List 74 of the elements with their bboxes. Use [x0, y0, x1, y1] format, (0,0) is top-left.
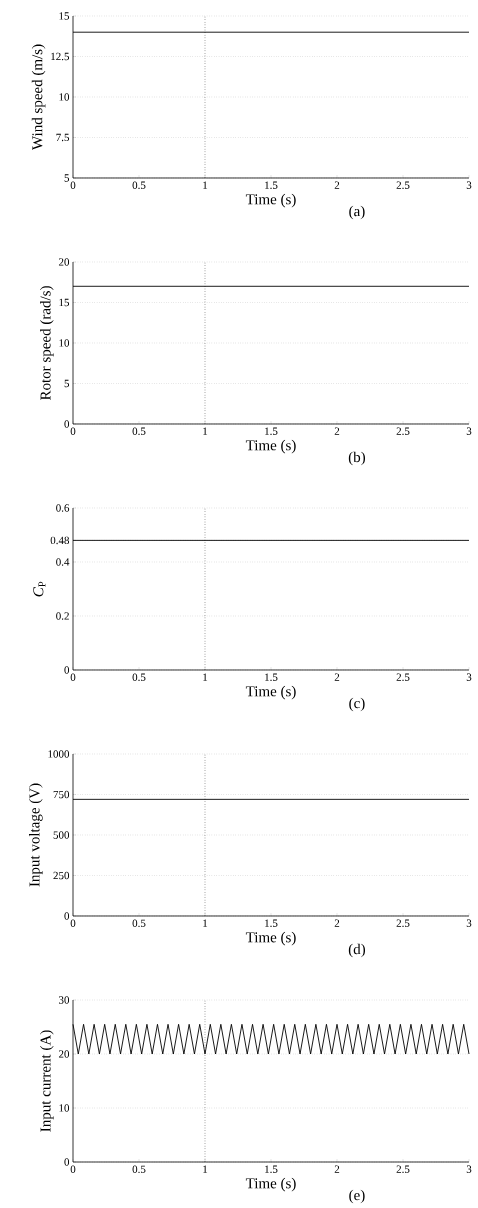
- y-tick-label: 1000: [48, 750, 70, 758]
- y-tick-label: 15: [59, 298, 70, 307]
- text: (d): [348, 943, 366, 958]
- y-tick-label: 10: [59, 1104, 70, 1112]
- text: (e): [349, 1189, 365, 1204]
- y-axis-title: Input voltage (V): [29, 783, 43, 887]
- x-tick-label: 2: [334, 427, 340, 435]
- y-tick-label: 12.5: [51, 52, 70, 61]
- y-tick-label: 5: [64, 379, 70, 388]
- x-tick-label: 2: [334, 919, 340, 927]
- x-tick-label: 1.5: [265, 181, 278, 189]
- y-tick-label: 20: [58, 258, 70, 266]
- y-axis-title: Rotor speed (rad/s): [40, 286, 54, 401]
- y-axis-title: Input current (A): [40, 1030, 54, 1132]
- y-tick-label: 0: [64, 912, 70, 920]
- x-tick-label: 0.5: [132, 1165, 146, 1173]
- x-tick-label: 0.5: [132, 919, 146, 927]
- x-tick-label: 3: [466, 919, 472, 927]
- y-tick-label: 30: [59, 996, 70, 1004]
- x-axis-title: Time (s): [245, 193, 296, 208]
- y-axis-title: C$_{P}$: [33, 581, 46, 597]
- text: (b): [348, 451, 366, 466]
- x-tick-label: 1: [203, 181, 208, 189]
- x-tick-label: 1: [203, 919, 208, 927]
- x-axis-title: Time (s): [245, 685, 296, 700]
- text: (c): [349, 697, 365, 712]
- x-tick-label: 0: [70, 1165, 76, 1173]
- x-tick-label: 1: [203, 1165, 208, 1173]
- x-tick-label: 0: [70, 427, 76, 435]
- x-tick-label: 2: [334, 673, 340, 681]
- x-tick-label: 1.5: [265, 427, 278, 435]
- x-tick-label: 2.5: [396, 1165, 410, 1173]
- x-tick-label: 0.5: [132, 673, 146, 681]
- y-tick-label: 0.4: [56, 558, 70, 566]
- x-tick-label: 0.5: [132, 427, 146, 435]
- x-tick-label: 0.5: [132, 181, 146, 189]
- y-tick-label: 20: [58, 1050, 70, 1058]
- x-tick-label: 0: [70, 919, 76, 927]
- x-tick-label: 1.5: [265, 673, 278, 681]
- x-tick-label: 1: [203, 427, 208, 435]
- y-tick-label: 0.2: [56, 612, 69, 620]
- x-tick-label: 3: [466, 181, 472, 189]
- y-axis-title: Wind speed (m/s): [31, 44, 46, 150]
- x-tick-label: 2: [334, 1165, 340, 1173]
- y-tick-label: 0: [64, 420, 70, 428]
- x-tick-label: 2.5: [396, 427, 410, 435]
- y-tick-label: 250: [53, 871, 70, 880]
- text: (a): [349, 205, 365, 220]
- x-tick-label: 0: [70, 181, 76, 189]
- x-tick-label: 3: [466, 673, 472, 681]
- x-tick-label: 1.5: [265, 1165, 278, 1173]
- x-tick-label: 2.5: [396, 919, 410, 927]
- x-tick-label: 3: [466, 427, 472, 435]
- x-tick-label: 0: [70, 673, 76, 681]
- y-tick-label: 0: [64, 1158, 70, 1166]
- x-axis-title: Time (s): [245, 1177, 296, 1192]
- x-tick-label: 2.5: [396, 181, 410, 189]
- y-tick-label: 15: [59, 12, 70, 20]
- x-axis-title: Time (s): [245, 439, 296, 454]
- y-tick-label: 750: [53, 790, 70, 799]
- y-tick-label: 0.6: [56, 504, 70, 512]
- y-tick-label: 0.48: [50, 536, 70, 545]
- x-tick-label: 3: [466, 1165, 472, 1173]
- y-tick-label: 5: [64, 174, 70, 182]
- y-tick-label: 10: [59, 339, 70, 347]
- y-tick-label: 7.5: [56, 133, 70, 142]
- y-tick-label: 500: [53, 831, 70, 839]
- y-tick-label: 10: [59, 93, 70, 101]
- y-tick-label: 0: [64, 666, 70, 674]
- x-tick-label: 1: [203, 673, 208, 681]
- x-tick-label: 2: [334, 181, 340, 189]
- x-tick-label: 1.5: [265, 919, 278, 927]
- x-tick-label: 2.5: [396, 673, 410, 681]
- x-axis-title: Time (s): [245, 931, 296, 946]
